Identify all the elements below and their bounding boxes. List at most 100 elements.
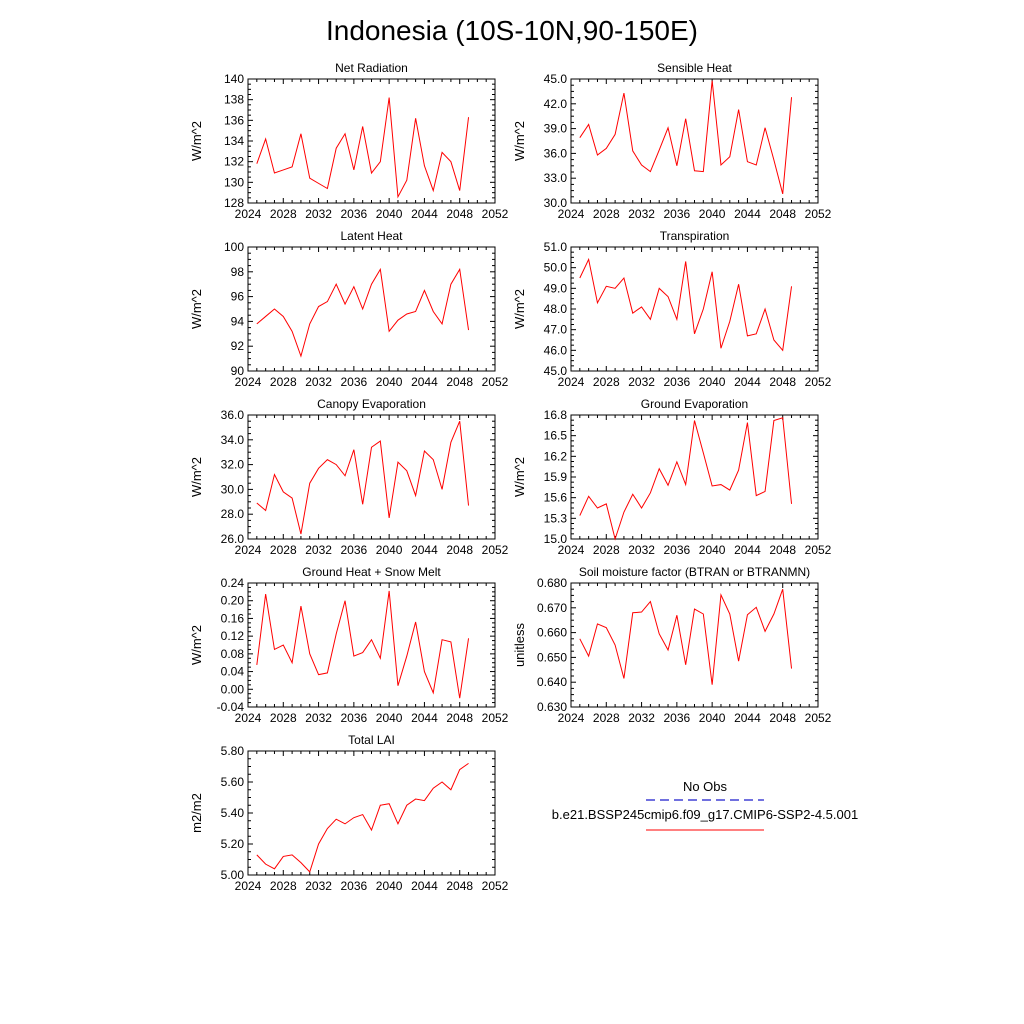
y-tick-label: 16.5 [544, 429, 568, 443]
y-tick-label: 15.9 [544, 470, 568, 484]
y-axis-label: W/m^2 [189, 625, 204, 665]
y-tick-label: 128 [224, 196, 244, 210]
y-tick-label: 39.0 [544, 122, 568, 136]
x-tick-label: 2024 [558, 375, 585, 389]
y-tick-label: 32.0 [221, 458, 245, 472]
x-tick-label: 2024 [235, 543, 262, 557]
y-tick-label: 45.0 [544, 72, 568, 86]
y-axis-label: W/m^2 [189, 121, 204, 161]
x-tick-label: 2028 [593, 207, 620, 221]
plot-frame [247, 246, 496, 372]
x-tick-label: 2036 [664, 711, 691, 725]
x-tick-label: 2032 [628, 543, 655, 557]
series-line-total-lai [256, 762, 469, 873]
y-tick-label: 136 [224, 113, 244, 127]
y-tick-label: 30.0 [221, 482, 245, 496]
y-tick-label: 5.80 [221, 744, 245, 758]
x-tick-label: 2052 [805, 543, 832, 557]
x-tick-label: 2024 [235, 207, 262, 221]
y-tick-label: 45.0 [544, 364, 568, 378]
y-tick-label: 30.0 [544, 196, 568, 210]
y-tick-label: 138 [224, 93, 244, 107]
y-tick-label: 140 [224, 72, 244, 86]
x-tick-label: 2052 [482, 711, 509, 725]
x-tick-label: 2040 [376, 879, 403, 893]
x-tick-label: 2048 [769, 543, 796, 557]
y-tick-label: 100 [224, 240, 244, 254]
panel-ground-evaporation: Ground Evaporation W/m^2 15.0 15.3 15.6 15.9 1… [512, 397, 832, 557]
y-tick-label: 16.2 [544, 449, 568, 463]
x-tick-label: 2028 [270, 207, 297, 221]
x-tick-label: 2048 [769, 375, 796, 389]
x-tick-label: 2032 [305, 543, 332, 557]
y-tick-label: 26.0 [221, 532, 245, 546]
plot-frame [570, 246, 819, 372]
x-tick-label: 2036 [664, 543, 691, 557]
x-tick-label: 2048 [446, 207, 473, 221]
x-tick-label: 2032 [628, 711, 655, 725]
x-tick-label: 2052 [482, 207, 509, 221]
y-tick-label: 36.0 [221, 408, 245, 422]
y-tick-label: 51.0 [544, 240, 568, 254]
panel-sensible-heat: Sensible Heat W/m^2 30.0 33.0 36.0 39.0 42.0 45… [512, 61, 832, 221]
x-tick-label: 2044 [411, 375, 438, 389]
y-tick-label: 5.00 [221, 868, 245, 882]
series-line-ground-heat-snow-melt [256, 590, 470, 699]
series-line-ground-evaporation [579, 417, 793, 541]
x-tick-label: 2032 [305, 879, 332, 893]
x-tick-label: 2024 [235, 375, 262, 389]
y-tick-label: 46.0 [544, 343, 568, 357]
y-tick-label: 0.00 [221, 682, 245, 696]
y-tick-label: 0.670 [537, 601, 567, 615]
x-tick-label: 2024 [235, 879, 262, 893]
y-tick-label: 36.0 [544, 146, 568, 160]
x-tick-label: 2044 [734, 207, 761, 221]
y-tick-label: 15.6 [544, 491, 568, 505]
plot-frame [570, 78, 819, 204]
y-axis-label: W/m^2 [512, 289, 527, 329]
y-tick-label: 28.0 [221, 507, 245, 521]
y-tick-label: 0.20 [221, 594, 245, 608]
y-tick-label: 50.0 [544, 261, 568, 275]
series-line-soil-moisture-factor-btran-or-btranmn [579, 589, 793, 685]
x-tick-label: 2028 [270, 375, 297, 389]
panel-transpiration: Transpiration W/m^2 45.0 46.0 47.0 48.0 49.0 50… [512, 229, 832, 389]
y-tick-label: 0.12 [221, 629, 245, 643]
y-tick-label: -0.04 [217, 700, 245, 714]
y-axis-label: W/m^2 [512, 121, 527, 161]
x-tick-label: 2052 [482, 879, 509, 893]
legend: No Obs b.e21.BSSP245cmip6.f09_g17.CMIP6-… [552, 779, 858, 831]
y-tick-label: 132 [224, 155, 244, 169]
series-line-net-radiation [256, 97, 470, 199]
x-tick-label: 2032 [628, 375, 655, 389]
series-line-latent-heat [256, 267, 470, 358]
y-axis-label: W/m^2 [189, 457, 204, 497]
y-tick-label: 98 [231, 265, 245, 279]
x-tick-label: 2032 [305, 711, 332, 725]
legend-label-no-obs: No Obs [683, 779, 728, 794]
plot-frame [570, 582, 819, 708]
y-tick-label: 0.04 [221, 665, 245, 679]
y-axis-label: W/m^2 [512, 457, 527, 497]
y-tick-label: 15.3 [544, 511, 568, 525]
x-tick-label: 2052 [805, 375, 832, 389]
x-tick-label: 2048 [446, 543, 473, 557]
x-tick-label: 2024 [235, 711, 262, 725]
y-tick-label: 48.0 [544, 302, 568, 316]
y-axis-label: W/m^2 [189, 289, 204, 329]
y-axis-label: unitless [512, 622, 527, 667]
panel-soil-moisture-factor-btran-or-btranmn: Soil moisture factor (BTRAN or BTRANMN) u… [512, 565, 832, 725]
y-tick-label: 42.0 [544, 97, 568, 111]
y-tick-label: 5.20 [221, 837, 245, 851]
x-tick-label: 2028 [593, 375, 620, 389]
y-tick-label: 34.0 [221, 433, 245, 447]
panel-title: Latent Heat [340, 229, 403, 243]
panel-title: Soil moisture factor (BTRAN or BTRANMN) [579, 565, 810, 579]
panel-latent-heat: Latent Heat W/m^2 90 92 94 96 98 100 2024 2028 203… [189, 229, 509, 389]
panel-title: Transpiration [660, 229, 730, 243]
y-tick-label: 0.660 [537, 626, 567, 640]
panel-total-lai: Total LAI m2/m2 5.00 5.20 5.40 5.60 5.80 2024 20… [189, 733, 509, 893]
panel-title: Ground Heat + Snow Melt [302, 565, 441, 579]
x-tick-label: 2036 [341, 207, 368, 221]
